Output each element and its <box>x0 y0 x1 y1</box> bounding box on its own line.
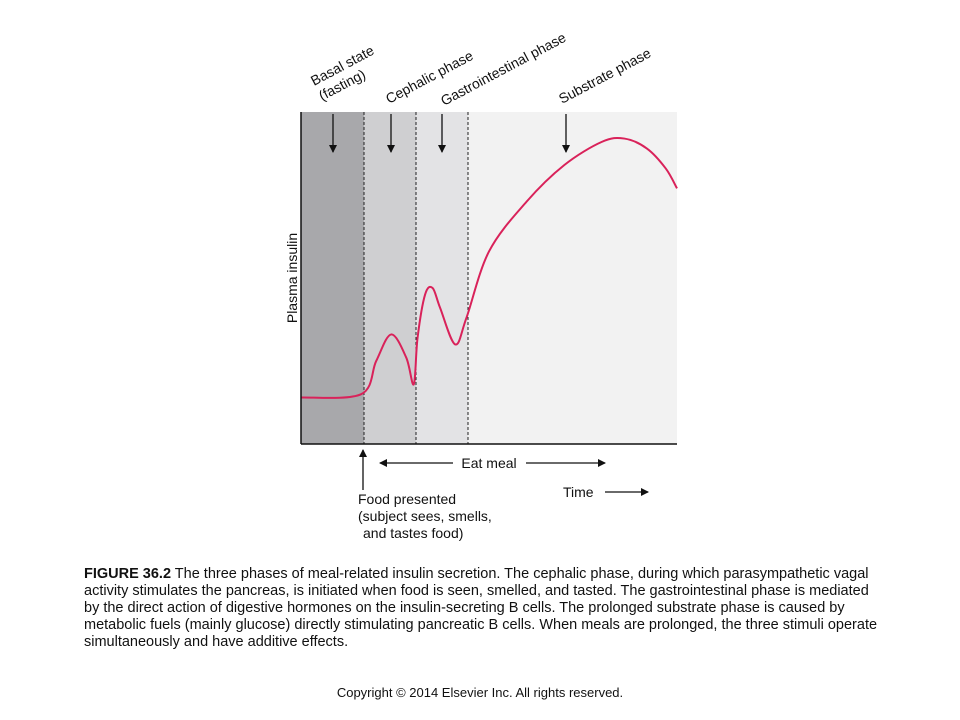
eat-meal-label: Eat meal <box>461 455 516 471</box>
phase-label: Substrate phase <box>556 45 654 107</box>
food-presented-label: Food presented (subject sees, smells, and … <box>358 491 492 541</box>
annotations: Food presented (subject sees, smells, and … <box>358 449 649 541</box>
caption-text: The three phases of meal-related insulin… <box>84 566 878 650</box>
phase-bands <box>301 112 677 444</box>
insulin-curve <box>300 136 678 399</box>
copyright-notice: Copyright © 2014 Elsevier Inc. All right… <box>336 685 624 700</box>
phase-dividers <box>363 112 469 444</box>
phase-band <box>301 112 364 444</box>
phase-band <box>468 112 677 444</box>
phase-labels: Basal state(fasting) Cephalic phaseGastro… <box>308 29 654 109</box>
series-group <box>300 136 678 399</box>
phase-markers <box>329 114 570 153</box>
axes: Plasma insulin <box>284 112 677 445</box>
phase-band <box>416 112 468 444</box>
caption-label: FIGURE 36.2 <box>84 566 172 582</box>
phase-label: Basal state(fasting) <box>308 42 385 104</box>
figure-caption: FIGURE 36.2 The three phases of meal-rel… <box>84 566 884 651</box>
phase-band <box>364 112 416 444</box>
y-axis-label: Plasma insulin <box>284 233 300 323</box>
time-label: Time <box>563 484 594 500</box>
